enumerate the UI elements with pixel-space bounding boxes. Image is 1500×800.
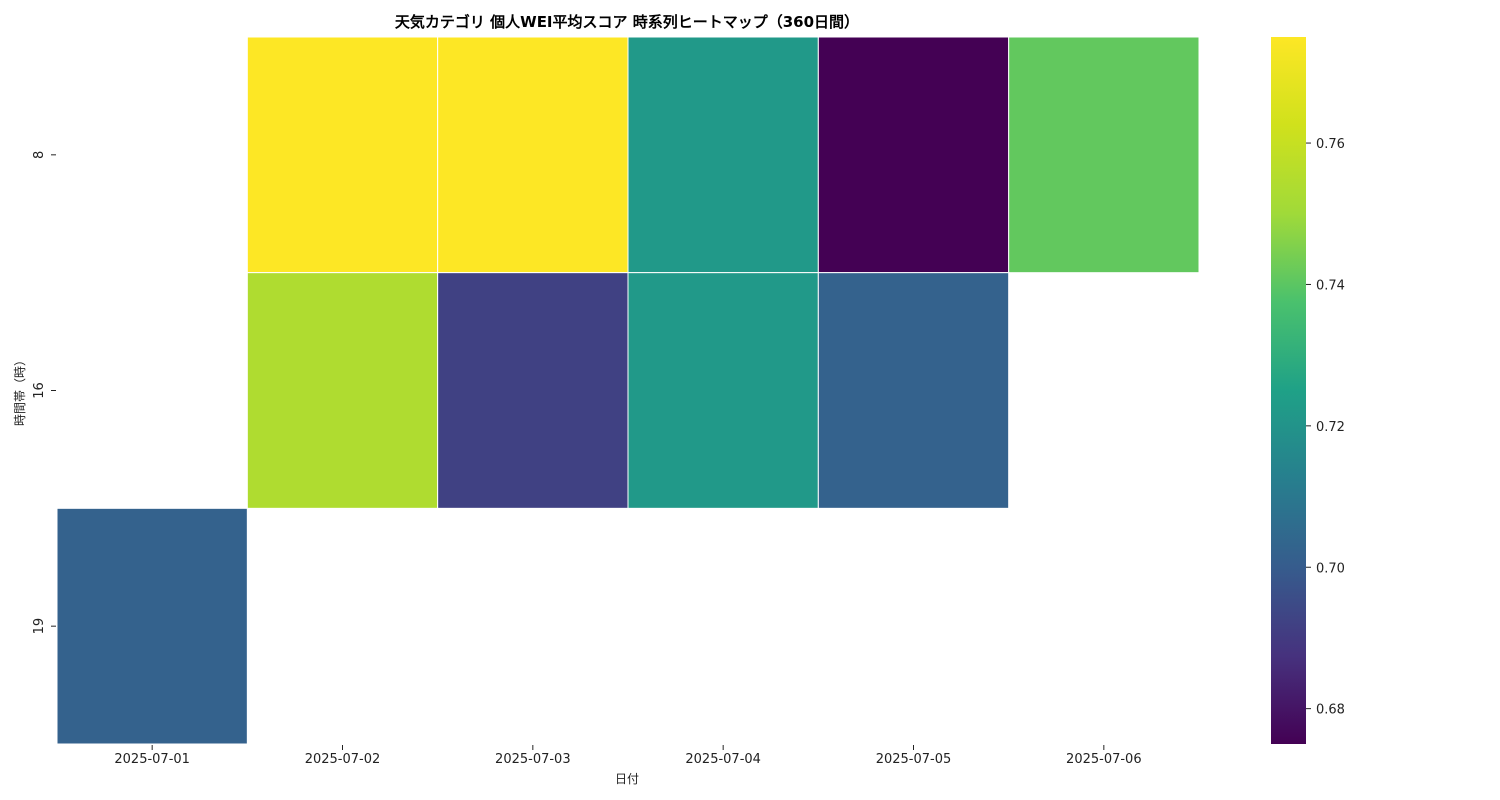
heatmap-cell: [627, 36, 819, 274]
heatmap-cell: [817, 272, 1010, 509]
y-tick-label: 16: [32, 382, 47, 399]
heatmap-cell: [246, 272, 439, 509]
y-tick-label: 8: [32, 151, 47, 159]
x-tick-label: 2025-07-05: [876, 752, 952, 767]
colorbar: 0.68 0.70 0.72 0.74 0.76: [1271, 37, 1345, 744]
colorbar-gradient: [1271, 37, 1306, 744]
heatmap-cell: [627, 272, 819, 509]
heatmap-cell: [1008, 36, 1200, 274]
colorbar-ticks: 0.68 0.70 0.72 0.74 0.76: [1306, 137, 1345, 718]
x-tick-label: 2025-07-06: [1066, 752, 1142, 767]
x-tick-label: 2025-07-03: [495, 752, 571, 767]
chart-title: 天気カテゴリ 個人WEI平均スコア 時系列ヒートマップ（360日間）: [395, 13, 859, 31]
colorbar-tick-label: 0.70: [1316, 561, 1345, 576]
heatmap-cell: [56, 507, 248, 745]
heatmap-cell: [817, 36, 1010, 274]
colorbar-tick-label: 0.76: [1316, 137, 1345, 152]
colorbar-tick-label: 0.68: [1316, 703, 1345, 718]
x-tick-label: 2025-07-04: [685, 752, 761, 767]
x-tick-label: 2025-07-01: [114, 752, 190, 767]
y-axis-label: 時間帯（時）: [13, 354, 27, 426]
heatmap-cell: [246, 36, 439, 274]
heatmap-cell: [437, 272, 629, 509]
x-tick-label: 2025-07-02: [305, 752, 381, 767]
x-axis-label: 日付: [615, 772, 639, 786]
heatmap-cells: [56, 36, 1200, 745]
colorbar-tick-label: 0.72: [1316, 420, 1345, 435]
x-axis-ticks: 2025-07-01 2025-07-02 2025-07-03 2025-07-04…: [114, 745, 1142, 767]
heatmap-cell: [437, 36, 629, 274]
y-tick-label: 19: [32, 618, 47, 635]
colorbar-tick-label: 0.74: [1316, 278, 1345, 293]
y-axis-ticks: 8 16 19: [32, 151, 56, 635]
